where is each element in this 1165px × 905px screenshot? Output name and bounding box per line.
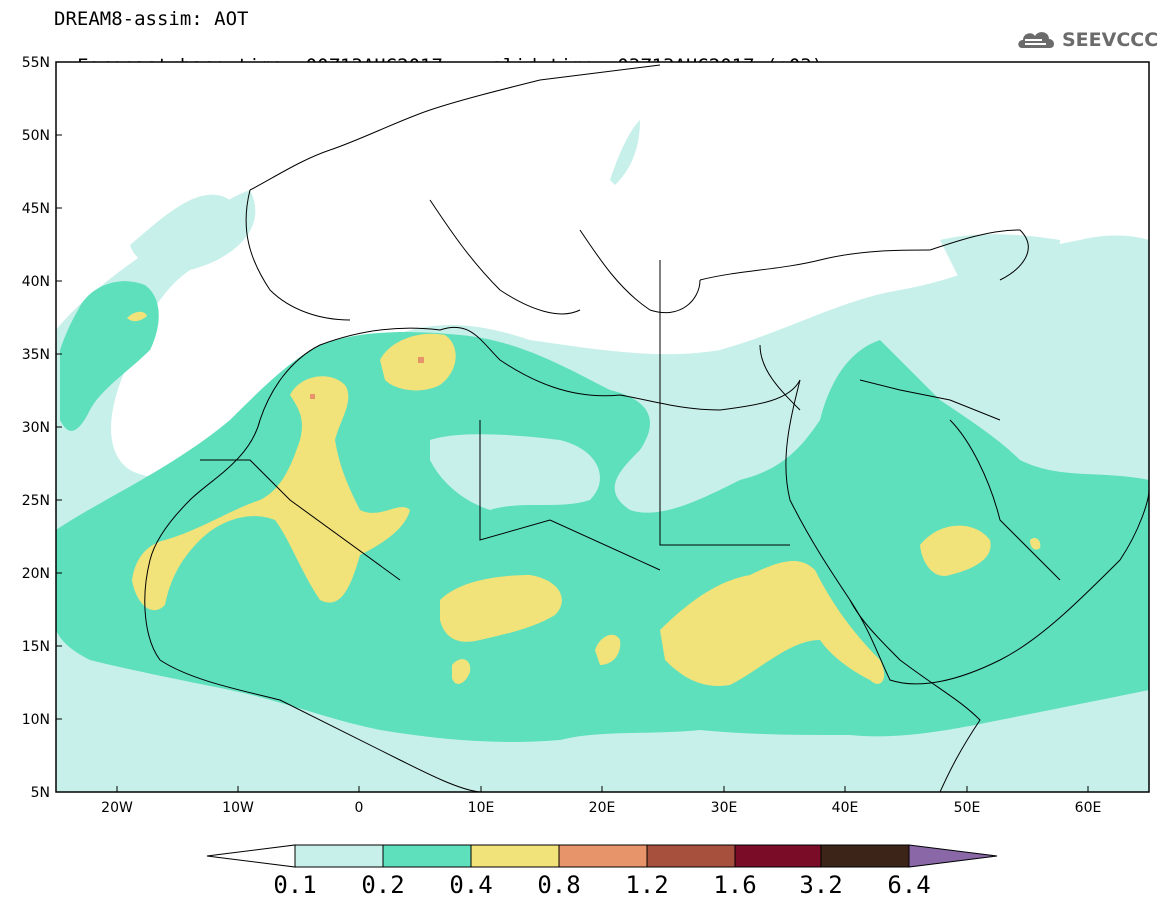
lat-tick-label: 40N	[22, 274, 50, 290]
colorbar-label: 0.4	[449, 871, 492, 899]
colorbar-over-arrow	[908, 844, 998, 868]
lon-tick-label: 20W	[101, 800, 133, 816]
colorbar-segment	[646, 844, 736, 868]
lat-tick: 20N	[22, 566, 62, 582]
coastlines	[144, 64, 1149, 792]
lat-tick-label: 45N	[22, 201, 50, 217]
colorbar-under-arrow	[206, 844, 296, 868]
colorbar-segment	[820, 844, 910, 868]
lon-tick-label: 40E	[832, 800, 859, 816]
lat-tick: 5N	[31, 785, 62, 801]
lat-tick: 45N	[22, 201, 62, 217]
lon-tick-label: 10W	[222, 800, 254, 816]
aot-level-0.4	[127, 311, 1041, 686]
colorbar-segment	[382, 844, 472, 868]
latitude-axis: 55N 50N 45N 40N 35N 30N 25N 20N 15N 10N …	[22, 55, 62, 801]
lon-tick-label: 20E	[589, 800, 616, 816]
lat-tick: 50N	[22, 128, 62, 144]
logo-text: SEEVCCC	[1062, 29, 1159, 51]
colorbar-label: 0.1	[273, 871, 316, 899]
lat-tick-label: 25N	[22, 493, 50, 509]
lon-tick-label: 50E	[954, 800, 981, 816]
lat-tick-label: 10N	[22, 712, 50, 728]
lon-tick: 0	[355, 786, 364, 816]
lat-tick-label: 15N	[22, 639, 50, 655]
lat-tick-label: 5N	[31, 785, 50, 801]
lon-tick: 20W	[101, 786, 133, 816]
lon-tick: 30E	[711, 786, 738, 816]
longitude-axis: 20W 10W 0 10E 20E 30E 40E 50E 60E	[101, 786, 1101, 816]
colorbar-label: 6.4	[887, 871, 930, 899]
colorbar-segment	[470, 844, 560, 868]
lat-tick: 35N	[22, 347, 62, 363]
chart-title: DREAM8-assim: AOT	[54, 8, 249, 30]
lat-tick: 40N	[22, 274, 62, 290]
lat-tick-label: 55N	[22, 55, 50, 71]
lat-tick: 15N	[22, 639, 62, 655]
lon-tick-label: 10E	[468, 800, 495, 816]
lon-tick-label: 60E	[1075, 800, 1102, 816]
lon-tick: 50E	[954, 786, 981, 816]
lat-tick: 10N	[22, 712, 62, 728]
lat-tick-label: 50N	[22, 128, 50, 144]
colorbar-label: 3.2	[799, 871, 842, 899]
cloud-logo-icon	[1018, 32, 1055, 48]
colorbar-segment	[734, 844, 822, 868]
aot-level-0.8	[310, 357, 424, 399]
lat-tick-label: 30N	[22, 420, 50, 436]
colorbar-label: 1.6	[713, 871, 756, 899]
lon-tick-label: 30E	[711, 800, 738, 816]
lat-tick-label: 20N	[22, 566, 50, 582]
lat-tick: 25N	[22, 493, 62, 509]
colorbar-label: 1.2	[625, 871, 668, 899]
lon-tick: 20E	[589, 786, 616, 816]
lat-tick: 55N	[22, 55, 62, 71]
lat-tick: 30N	[22, 420, 62, 436]
aot-field	[56, 120, 1149, 792]
colorbar-segment	[558, 844, 648, 868]
lon-tick: 40E	[832, 786, 859, 816]
colorbar-label: 0.2	[361, 871, 404, 899]
lon-tick: 10W	[222, 786, 254, 816]
colorbar-segment	[294, 844, 384, 868]
colorbar-label: 0.8	[537, 871, 580, 899]
lat-tick-label: 35N	[22, 347, 50, 363]
colorbar: 0.1 0.2 0.4 0.8 1.2 1.6 3.2 6.4	[206, 844, 998, 899]
lon-tick-label: 0	[355, 800, 364, 816]
lon-tick: 60E	[1075, 786, 1102, 816]
lon-tick: 10E	[468, 786, 495, 816]
